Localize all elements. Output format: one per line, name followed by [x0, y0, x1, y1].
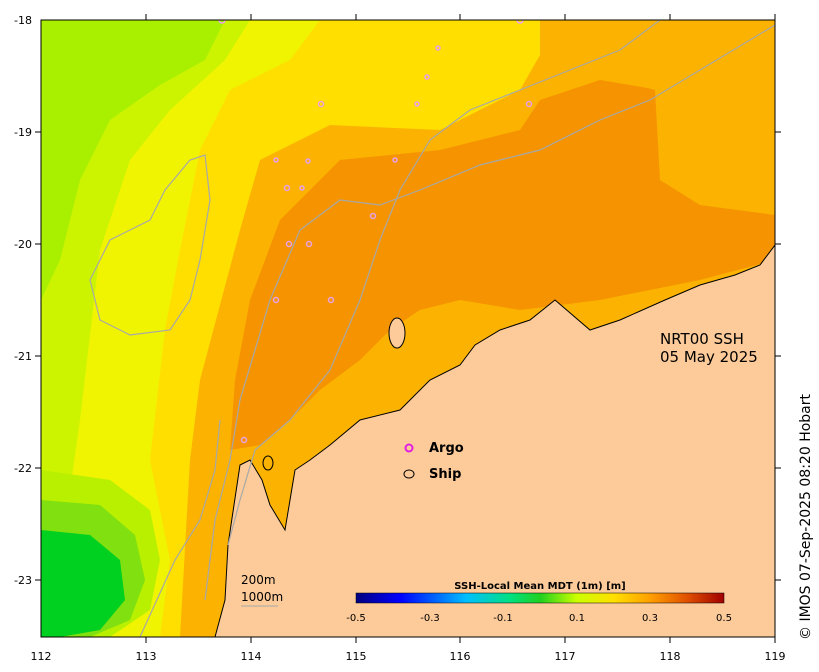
y-tick-label: -22 — [14, 462, 32, 475]
argo-marker — [369, 212, 377, 220]
land — [214, 244, 775, 637]
x-tick-label: 118 — [660, 650, 681, 663]
y-tick-labels: -18 -19 -20 -21 -22 -23 — [14, 14, 32, 587]
plot-frame — [40, 19, 776, 638]
colorbar-gradient — [355, 592, 725, 604]
x-tick-label: 115 — [346, 650, 367, 663]
argo-marker — [424, 74, 430, 80]
colorbar-tick-label: -0.3 — [420, 613, 440, 624]
map-title-line1: NRT00 SSH — [660, 330, 744, 348]
ship-legend-label: Ship — [429, 467, 461, 482]
argo-marker — [516, 20, 524, 24]
x-tick-labels: 112 113 114 115 116 117 118 119 — [31, 650, 786, 663]
ship-legend-icon — [403, 469, 415, 479]
x-tick-label: 112 — [31, 650, 52, 663]
island — [388, 317, 406, 349]
argo-marker — [285, 240, 293, 248]
argo-markers — [218, 20, 533, 444]
argo-marker — [435, 45, 441, 51]
bathymetry-1000m — [204, 24, 775, 601]
colorbar-tick-label: -0.1 — [493, 613, 513, 624]
ssh-contour-green-nw — [41, 20, 225, 300]
argo-marker — [305, 158, 311, 164]
argo-marker — [305, 240, 313, 248]
y-tick-label: -20 — [14, 238, 32, 251]
argo-marker — [273, 157, 279, 163]
argo-marker — [240, 436, 248, 444]
argo-marker — [327, 296, 335, 304]
argo-marker — [414, 101, 420, 107]
bathymetry-200m — [227, 20, 661, 546]
argo-marker — [525, 100, 533, 108]
plot-area — [41, 20, 775, 637]
x-tick-label: 117 — [555, 650, 576, 663]
argo-marker — [283, 184, 291, 192]
ssh-contour-green-sw3 — [41, 530, 125, 637]
y-tick-label: -18 — [14, 14, 32, 27]
colorbar-tick-label: 0.3 — [642, 613, 658, 624]
argo-marker — [317, 100, 325, 108]
x-tick-label: 113 — [136, 650, 157, 663]
x-tick-label: 116 — [450, 650, 471, 663]
contour-label-200m: 200m — [241, 573, 276, 587]
argo-marker — [218, 20, 226, 24]
colorbar-title: SSH-Local Mean MDT (1m) [m] — [454, 581, 626, 592]
bathymetry-coast — [139, 419, 221, 637]
contour-label-1000m: 1000m — [241, 590, 283, 604]
y-tick-label: -23 — [14, 574, 32, 587]
argo-marker — [272, 296, 280, 304]
y-tick-label: -19 — [14, 126, 32, 139]
argo-marker — [392, 157, 398, 163]
colorbar: SSH-Local Mean MDT (1m) [m] -0.5 -0.3 -0… — [346, 581, 732, 624]
bathymetry-plateau — [89, 154, 211, 336]
imos-credit: © IMOS 07-Sep-2025 08:20 Hobart — [798, 393, 814, 640]
y-tick-label: -21 — [14, 350, 32, 363]
x-tick-label: 114 — [241, 650, 262, 663]
argo-marker — [299, 185, 305, 191]
marker-legend: Argo Ship — [403, 441, 464, 482]
bathymetry-legend: 200m 1000m — [241, 573, 283, 607]
colorbar-tick-label: 0.1 — [569, 613, 585, 624]
island-small — [262, 455, 274, 471]
ssh-contour-darkorange — [230, 80, 775, 450]
argo-legend-icon — [404, 443, 414, 453]
colorbar-tick-label: -0.5 — [346, 613, 366, 624]
x-tick-label: 119 — [765, 650, 786, 663]
ssh-contour-orange-ne — [540, 20, 775, 205]
argo-legend-label: Argo — [429, 441, 464, 456]
map-title-line2: 05 May 2025 — [660, 348, 758, 366]
axis-ticks — [35, 14, 781, 643]
colorbar-tick-label: 0.5 — [716, 613, 732, 624]
